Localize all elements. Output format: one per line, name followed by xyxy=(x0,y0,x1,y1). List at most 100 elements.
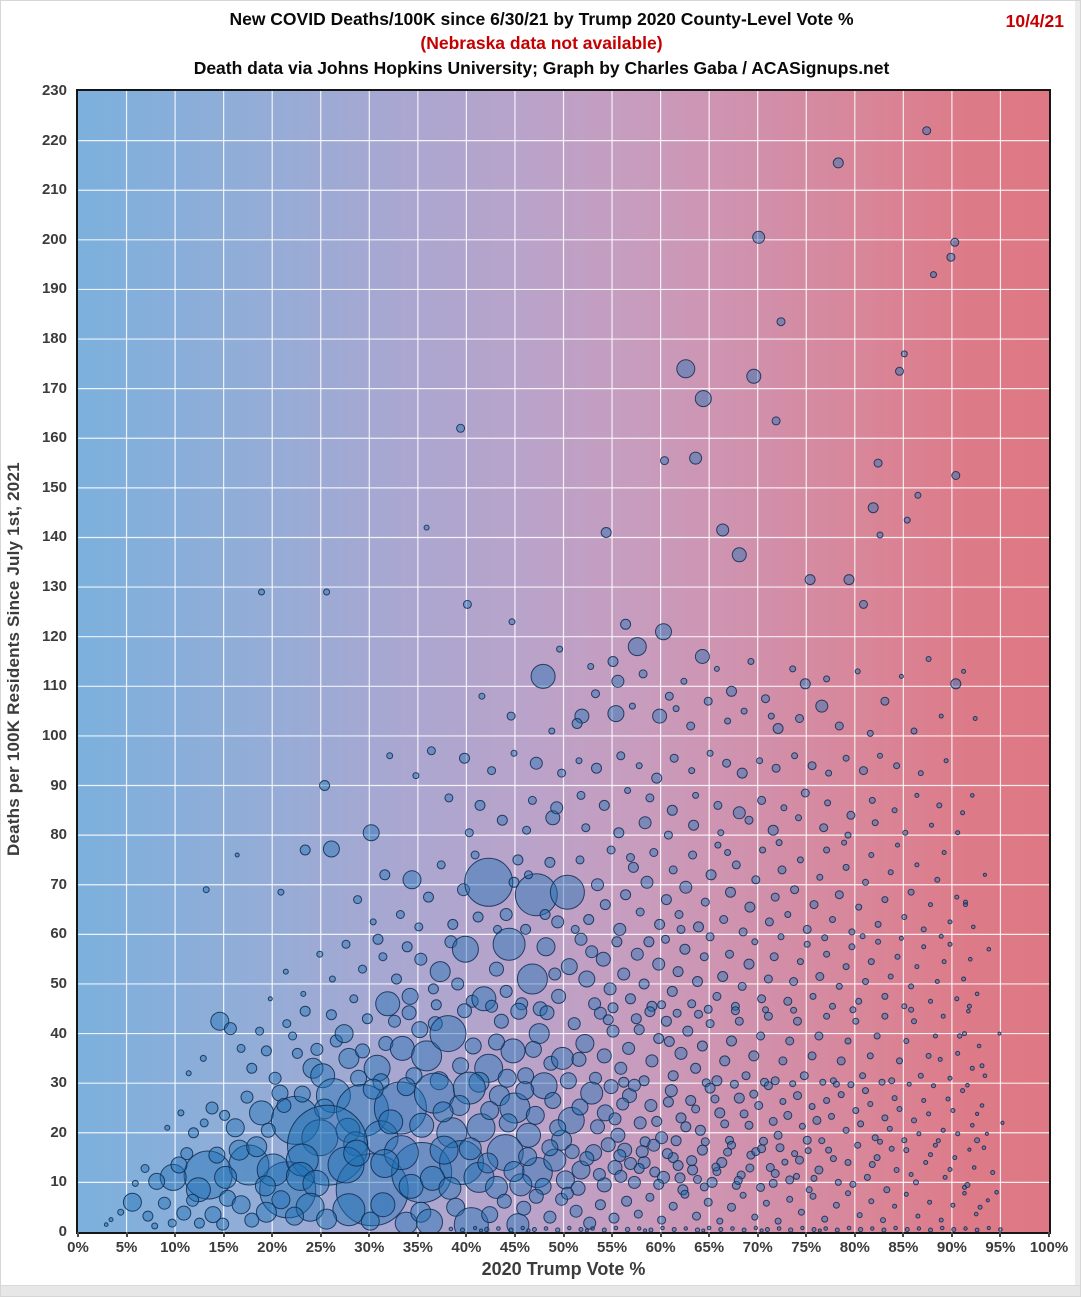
county-bubble xyxy=(328,975,336,983)
county-bubble xyxy=(950,1202,956,1208)
county-bubble xyxy=(751,875,761,885)
county-bubble xyxy=(517,1067,535,1085)
county-bubble xyxy=(901,914,908,920)
county-bubble xyxy=(965,1082,970,1088)
county-bubble xyxy=(743,958,755,970)
county-bubble xyxy=(514,873,558,917)
county-bubble xyxy=(862,978,869,985)
county-bubble xyxy=(837,1091,845,1099)
x-tick-label: 35% xyxy=(402,1239,433,1256)
county-bubble xyxy=(887,869,894,876)
county-bubble xyxy=(510,749,518,757)
county-bubble xyxy=(789,665,797,673)
county-bubble xyxy=(633,1116,647,1130)
x-tick-label: 65% xyxy=(694,1239,725,1256)
county-bubble xyxy=(947,1075,953,1081)
county-bubble xyxy=(401,987,419,1005)
county-bubble xyxy=(777,865,787,875)
county-bubble xyxy=(775,839,783,847)
county-bubble xyxy=(661,1148,673,1160)
county-bubble xyxy=(595,951,611,967)
county-bubble xyxy=(892,1203,898,1209)
county-bubble xyxy=(531,1227,537,1232)
county-bubble xyxy=(943,758,949,764)
county-bubble xyxy=(834,1178,842,1186)
county-bubble xyxy=(966,1008,971,1014)
county-bubble xyxy=(815,699,829,713)
county-bubble xyxy=(795,814,802,822)
y-tick-label: 210 xyxy=(41,181,67,199)
county-bubble xyxy=(852,1017,860,1025)
county-bubble xyxy=(816,873,824,881)
county-bubble xyxy=(789,977,799,986)
county-bubble xyxy=(954,996,960,1002)
county-bubble xyxy=(903,1191,909,1197)
county-bubble xyxy=(970,793,975,798)
county-bubble xyxy=(528,1188,544,1204)
county-bubble xyxy=(856,1212,863,1219)
county-bubble xyxy=(186,1193,200,1207)
county-bubble xyxy=(432,1101,454,1123)
county-bubble xyxy=(530,663,556,689)
county-bubble xyxy=(611,674,625,688)
county-bubble xyxy=(543,1055,559,1071)
county-bubble xyxy=(638,816,652,830)
county-bubble xyxy=(496,1226,501,1231)
county-bubble xyxy=(620,618,632,630)
county-bubble xyxy=(180,1147,194,1161)
county-bubble xyxy=(761,694,770,704)
county-bubble xyxy=(122,1192,142,1212)
county-bubble xyxy=(594,1199,606,1211)
county-bubble xyxy=(774,1217,782,1225)
county-bubble xyxy=(674,1046,688,1060)
county-bubble xyxy=(780,804,788,812)
county-bubble xyxy=(493,1013,509,1029)
county-bubble xyxy=(571,718,583,729)
county-bubble xyxy=(968,956,973,962)
county-bubble xyxy=(893,1167,900,1173)
x-tick-label: 15% xyxy=(208,1239,239,1256)
county-bubble xyxy=(874,920,882,928)
county-bubble xyxy=(832,1080,840,1088)
county-bubble xyxy=(378,1036,394,1051)
county-bubble xyxy=(668,1201,678,1211)
county-bubble xyxy=(414,922,424,932)
county-bubble xyxy=(525,1105,545,1125)
county-bubble xyxy=(694,649,710,664)
county-bubble xyxy=(941,850,947,855)
county-bubble xyxy=(464,828,474,838)
county-bubble xyxy=(947,1167,953,1172)
county-bubble xyxy=(649,1166,661,1178)
county-bubble xyxy=(575,1034,595,1053)
county-bubble xyxy=(334,1024,354,1044)
county-bubble xyxy=(867,958,875,966)
county-bubble xyxy=(660,1225,665,1231)
county-bubble xyxy=(575,757,583,765)
county-bubble xyxy=(456,423,466,433)
county-bubble xyxy=(633,1024,645,1036)
county-bubble xyxy=(845,1190,851,1197)
county-bubble xyxy=(928,1227,933,1232)
county-bubble xyxy=(643,1228,648,1232)
county-bubble xyxy=(236,1043,246,1053)
county-bubble xyxy=(591,878,604,892)
y-tick-label: 160 xyxy=(41,429,67,447)
county-bubble xyxy=(666,804,678,816)
x-tick-mark xyxy=(562,1232,565,1237)
county-bubble xyxy=(768,1178,778,1188)
county-bubble xyxy=(544,1092,562,1109)
county-bubble xyxy=(738,927,748,937)
county-bubble xyxy=(867,502,879,514)
county-bubble xyxy=(914,862,920,868)
county-bubble xyxy=(314,1098,336,1120)
county-bubble xyxy=(453,1207,489,1232)
county-bubble xyxy=(626,853,635,862)
county-bubble xyxy=(923,1160,929,1165)
county-bubble xyxy=(772,723,784,734)
x-tick-label: 30% xyxy=(354,1239,385,1256)
county-bubble xyxy=(960,1088,966,1094)
county-bubble xyxy=(548,727,556,735)
county-bubble xyxy=(555,1227,561,1232)
county-bubble xyxy=(439,1140,484,1185)
